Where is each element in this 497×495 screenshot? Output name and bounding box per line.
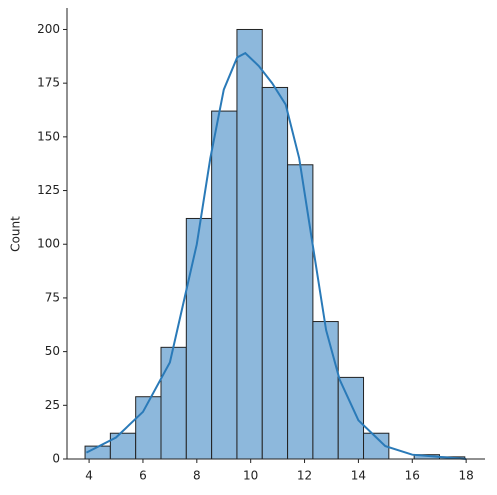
y-axis-label: Count xyxy=(9,216,23,252)
x-tick-label: 18 xyxy=(459,469,474,483)
bar xyxy=(312,321,339,460)
bar xyxy=(185,217,213,460)
x-tick-label: 4 xyxy=(85,469,93,483)
y-tick-label: 75 xyxy=(45,290,60,304)
bar xyxy=(261,86,289,460)
y-tick-label: 200 xyxy=(37,22,60,36)
bar xyxy=(211,110,238,460)
x-tick-label: 10 xyxy=(243,469,258,483)
y-tick-label: 25 xyxy=(45,398,60,412)
y-tick-label: 100 xyxy=(37,237,60,251)
x-tick-label: 16 xyxy=(405,469,420,483)
y-tick-label: 175 xyxy=(37,76,60,90)
bar xyxy=(287,164,314,460)
y-tick-label: 125 xyxy=(37,183,60,197)
bar xyxy=(236,28,263,460)
x-tick-label: 6 xyxy=(139,469,147,483)
x-tick-label: 8 xyxy=(193,469,201,483)
y-tick-label: 50 xyxy=(45,344,60,358)
kde-line xyxy=(85,51,467,460)
y-tick-label: 150 xyxy=(37,129,60,143)
bar xyxy=(135,396,162,460)
x-tick-label: 12 xyxy=(297,469,312,483)
bar xyxy=(160,346,187,460)
y-tick-label: 0 xyxy=(52,452,60,466)
x-tick-label: 14 xyxy=(351,469,366,483)
bar xyxy=(109,432,137,460)
bar xyxy=(84,445,111,460)
bar xyxy=(337,376,365,460)
